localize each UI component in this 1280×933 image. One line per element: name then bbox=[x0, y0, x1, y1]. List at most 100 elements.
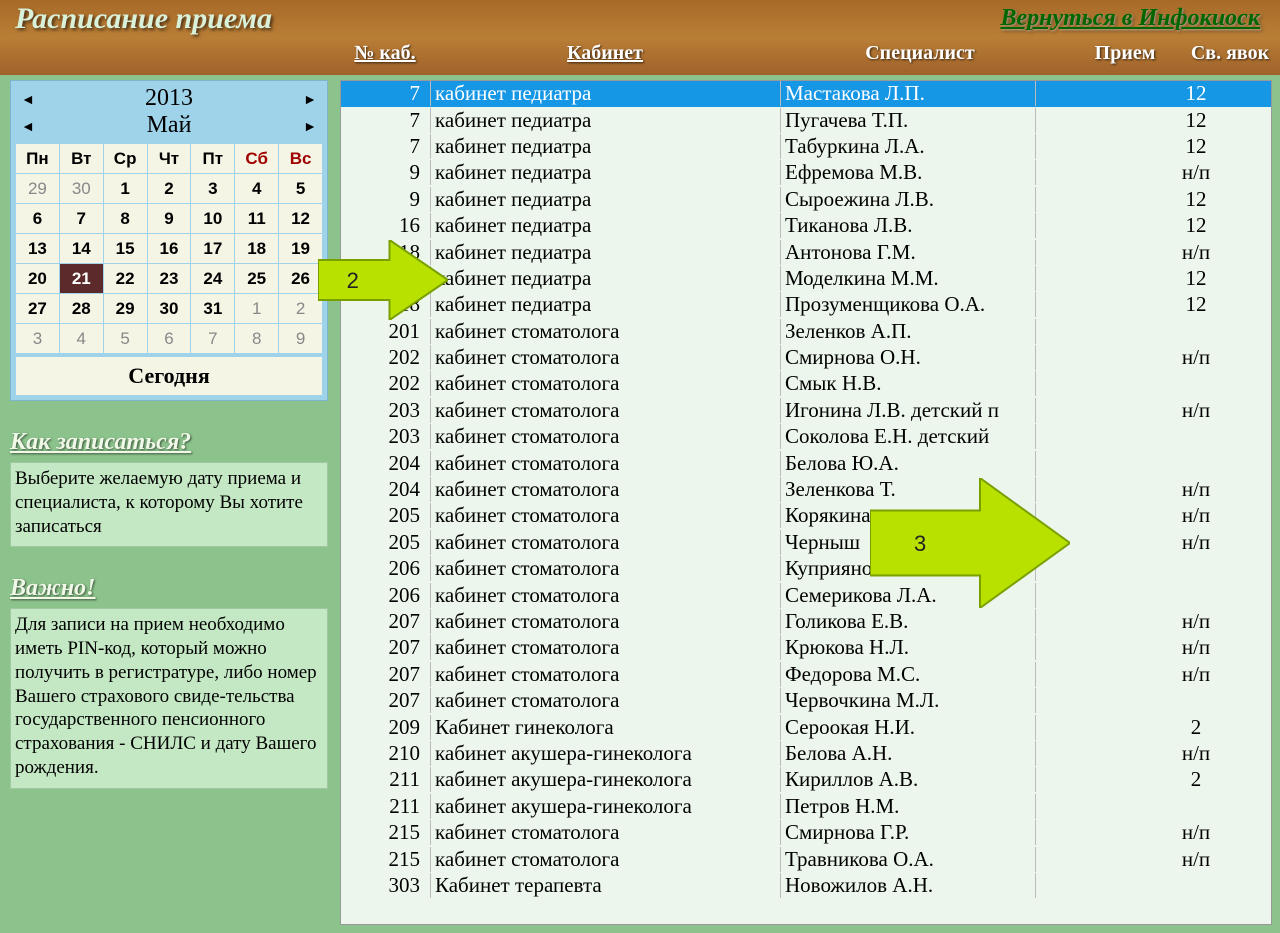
calendar-weekday: Чт bbox=[147, 144, 191, 174]
calendar-day[interactable]: 7 bbox=[191, 324, 235, 354]
cell-yavok: н/п bbox=[1156, 662, 1236, 687]
table-row[interactable]: 9кабинет педиатраСыроежина Л.В.12 bbox=[341, 187, 1271, 213]
cell-cab: кабинет стоматолога bbox=[431, 609, 781, 634]
calendar-day[interactable]: 6 bbox=[147, 324, 191, 354]
table-row[interactable]: 303Кабинет терапевтаНовожилов А.Н. bbox=[341, 873, 1271, 899]
table-row[interactable]: 16кабинет педиатраТиканова Л.В.12 bbox=[341, 213, 1271, 239]
calendar-day[interactable]: 29 bbox=[16, 174, 60, 204]
col-header-cab[interactable]: Кабинет bbox=[430, 42, 780, 65]
today-button[interactable]: Сегодня bbox=[15, 356, 323, 396]
table-row[interactable]: 7кабинет педиатраТабуркина Л.А.12 bbox=[341, 134, 1271, 160]
calendar-day[interactable]: 30 bbox=[59, 174, 103, 204]
table-row[interactable]: 203кабинет стоматологаСоколова Е.Н. детс… bbox=[341, 424, 1271, 450]
col-header-priem[interactable]: Прием bbox=[1060, 42, 1190, 65]
table-row[interactable]: 207кабинет стоматологаФедорова М.С.н/п bbox=[341, 662, 1271, 688]
table-row[interactable]: 203кабинет стоматологаИгонина Л.В. детск… bbox=[341, 398, 1271, 424]
calendar-day[interactable]: 29 bbox=[103, 294, 147, 324]
calendar-day[interactable]: 5 bbox=[103, 324, 147, 354]
calendar-day[interactable]: 16 bbox=[147, 234, 191, 264]
calendar: ◄ 2013 ► ◄ Май ► ПнВтСрЧтПтСбВс 29301234… bbox=[10, 80, 328, 401]
calendar-day[interactable]: 20 bbox=[16, 264, 60, 294]
calendar-day[interactable]: 12 bbox=[279, 204, 323, 234]
calendar-day[interactable]: 21 bbox=[59, 264, 103, 294]
table-row[interactable]: 18кабинет педиатраМоделкина М.М.12 bbox=[341, 266, 1271, 292]
table-row[interactable]: 209Кабинет гинекологаСероокая Н.И.2 bbox=[341, 714, 1271, 740]
calendar-day[interactable]: 15 bbox=[103, 234, 147, 264]
next-year-icon[interactable]: ► bbox=[303, 91, 317, 107]
col-header-yavok[interactable]: Св. явок bbox=[1190, 42, 1270, 65]
calendar-day[interactable]: 27 bbox=[16, 294, 60, 324]
calendar-day[interactable]: 23 bbox=[147, 264, 191, 294]
table-row[interactable]: 205кабинет стоматологаЧернышн/п bbox=[341, 530, 1271, 556]
calendar-day[interactable]: 2 bbox=[147, 174, 191, 204]
cell-spec: Антонова Г.М. bbox=[781, 240, 1036, 265]
calendar-day[interactable]: 3 bbox=[16, 324, 60, 354]
cell-cab: кабинет педиатра bbox=[431, 213, 781, 238]
table-row[interactable]: 9кабинет педиатраЕфремова М.В.н/п bbox=[341, 160, 1271, 186]
calendar-day[interactable]: 1 bbox=[103, 174, 147, 204]
table-row[interactable]: 207кабинет стоматологаГоликова Е.В.н/п bbox=[341, 609, 1271, 635]
calendar-day[interactable]: 19 bbox=[279, 234, 323, 264]
cell-spec: Смирнова О.Н. bbox=[781, 345, 1036, 370]
prev-month-icon[interactable]: ◄ bbox=[21, 118, 35, 134]
table-row[interactable]: 211кабинет акушера-гинекологаКириллов А.… bbox=[341, 767, 1271, 793]
calendar-day[interactable]: 4 bbox=[235, 174, 279, 204]
calendar-day[interactable]: 11 bbox=[235, 204, 279, 234]
table-row[interactable]: 205кабинет стоматологаКорякинан/п bbox=[341, 503, 1271, 529]
table-row[interactable]: 202кабинет стоматологаСмык Н.В. bbox=[341, 371, 1271, 397]
cell-cab: кабинет стоматолога bbox=[431, 530, 781, 555]
col-header-spec[interactable]: Специалист bbox=[780, 42, 1060, 65]
cell-yavok: 12 bbox=[1156, 213, 1236, 238]
col-header-num[interactable]: № каб. bbox=[340, 42, 430, 65]
calendar-day[interactable]: 3 bbox=[191, 174, 235, 204]
table-row[interactable]: 204кабинет стоматологаБелова Ю.А. bbox=[341, 450, 1271, 476]
calendar-day[interactable]: 1 bbox=[235, 294, 279, 324]
calendar-day[interactable]: 30 bbox=[147, 294, 191, 324]
calendar-day[interactable]: 7 bbox=[59, 204, 103, 234]
calendar-day[interactable]: 9 bbox=[279, 324, 323, 354]
calendar-day[interactable]: 4 bbox=[59, 324, 103, 354]
next-month-icon[interactable]: ► bbox=[303, 118, 317, 134]
calendar-day[interactable]: 26 bbox=[279, 264, 323, 294]
table-row[interactable]: 7кабинет педиатраМастакова Л.П.12 bbox=[341, 81, 1271, 107]
table-row[interactable]: 18кабинет педиатраАнтонова Г.М.н/п bbox=[341, 239, 1271, 265]
calendar-day[interactable]: 5 bbox=[279, 174, 323, 204]
table-row[interactable]: 207кабинет стоматологаЧервочкина М.Л. bbox=[341, 688, 1271, 714]
schedule-scroll[interactable]: 7кабинет педиатраМастакова Л.П.127кабине… bbox=[341, 81, 1271, 924]
table-row[interactable]: 211кабинет акушера-гинекологаПетров Н.М. bbox=[341, 794, 1271, 820]
table-row[interactable]: 204кабинет стоматологаЗеленкова Т.н/п bbox=[341, 477, 1271, 503]
table-row[interactable]: 18кабинет педиатраПрозуменщикова О.А.12 bbox=[341, 292, 1271, 318]
calendar-day[interactable]: 17 bbox=[191, 234, 235, 264]
calendar-day[interactable]: 25 bbox=[235, 264, 279, 294]
calendar-day[interactable]: 14 bbox=[59, 234, 103, 264]
cell-yavok: 2 bbox=[1156, 715, 1236, 740]
table-row[interactable]: 206кабинет стоматологаСемерикова Л.А. bbox=[341, 582, 1271, 608]
calendar-day[interactable]: 8 bbox=[103, 204, 147, 234]
table-row[interactable]: 215кабинет стоматологаТравникова О.А.н/п bbox=[341, 846, 1271, 872]
calendar-day[interactable]: 22 bbox=[103, 264, 147, 294]
calendar-weekday: Вс bbox=[279, 144, 323, 174]
table-row[interactable]: 202кабинет стоматологаСмирнова О.Н.н/п bbox=[341, 345, 1271, 371]
table-row[interactable]: 210кабинет акушера-гинекологаБелова А.Н.… bbox=[341, 741, 1271, 767]
calendar-day[interactable]: 24 bbox=[191, 264, 235, 294]
calendar-day[interactable]: 6 bbox=[16, 204, 60, 234]
cell-spec: Ефремова М.В. bbox=[781, 160, 1036, 185]
calendar-day[interactable]: 18 bbox=[235, 234, 279, 264]
calendar-day[interactable]: 2 bbox=[279, 294, 323, 324]
calendar-day[interactable]: 8 bbox=[235, 324, 279, 354]
calendar-day[interactable]: 10 bbox=[191, 204, 235, 234]
back-link[interactable]: Вернуться в Инфокиоск bbox=[1000, 5, 1260, 32]
calendar-day[interactable]: 9 bbox=[147, 204, 191, 234]
important-title: Важно! bbox=[10, 575, 328, 602]
cell-cab: кабинет педиатра bbox=[431, 240, 781, 265]
calendar-day[interactable]: 13 bbox=[16, 234, 60, 264]
cell-cab: кабинет стоматолога bbox=[431, 847, 781, 872]
table-row[interactable]: 215кабинет стоматологаСмирнова Г.Р.н/п bbox=[341, 820, 1271, 846]
prev-year-icon[interactable]: ◄ bbox=[21, 91, 35, 107]
calendar-day[interactable]: 28 bbox=[59, 294, 103, 324]
table-row[interactable]: 206кабинет стоматологаКуприянова bbox=[341, 556, 1271, 582]
calendar-day[interactable]: 31 bbox=[191, 294, 235, 324]
table-row[interactable]: 7кабинет педиатраПугачева Т.П.12 bbox=[341, 107, 1271, 133]
table-row[interactable]: 207кабинет стоматологаКрюкова Н.Л.н/п bbox=[341, 635, 1271, 661]
table-row[interactable]: 201кабинет стоматологаЗеленков А.П. bbox=[341, 319, 1271, 345]
